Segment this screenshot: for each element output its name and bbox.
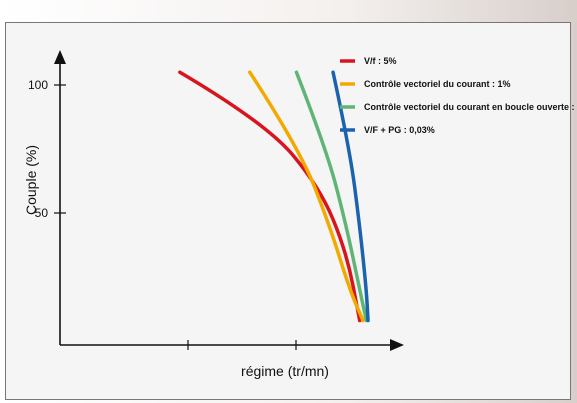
y-axis-arrow [54, 50, 66, 64]
legend-label: Contrôle vectoriel du courant en boucle … [364, 102, 577, 112]
series-line [248, 70, 365, 323]
y-axis-title: Couple (%) [23, 145, 39, 215]
chart-frame [5, 22, 571, 400]
legend-label: Contrôle vectoriel du courant : 1% [364, 79, 511, 89]
series-line [331, 70, 370, 323]
series-line [294, 70, 369, 323]
x-axis-title: régime (tr/mn) [241, 363, 329, 379]
y-tick-label: 100 [28, 78, 48, 92]
y-tick-label: 50 [35, 206, 49, 220]
legend: V/f : 5% Contrôle vectoriel du courant : … [340, 56, 577, 135]
x-axis-arrow [390, 339, 404, 351]
legend-label: V/F + PG : 0,03% [364, 125, 435, 135]
series-line [178, 70, 362, 323]
legend-label: V/f : 5% [364, 56, 397, 66]
